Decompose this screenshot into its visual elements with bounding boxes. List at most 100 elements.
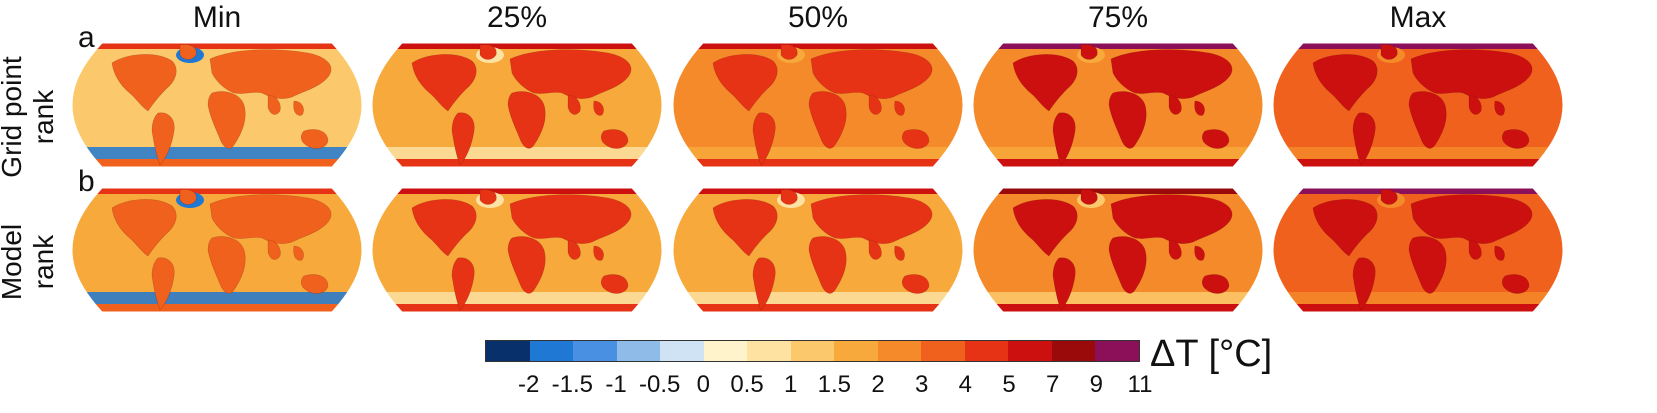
southern-ocean-band <box>673 292 963 304</box>
southern-ocean-band <box>72 147 362 159</box>
continent-shape <box>1012 199 1078 257</box>
colorbar-tick-label: 4 <box>958 371 973 398</box>
continent-shape <box>1352 257 1376 311</box>
continent-shape <box>479 44 497 60</box>
continent-shape <box>901 274 930 294</box>
continent-shape <box>507 91 546 149</box>
arctic-band <box>973 43 1263 49</box>
continent-shape <box>509 49 632 99</box>
antarctica-band <box>1273 159 1563 167</box>
colorbar-tick-label: 0.5 <box>730 371 764 398</box>
continent-shape <box>1012 54 1078 112</box>
continent-shape <box>507 236 546 294</box>
map-outline <box>72 187 362 313</box>
arctic-band <box>1273 188 1563 194</box>
continent-shape <box>1408 236 1447 294</box>
southern-ocean-band <box>372 147 662 159</box>
continent-shape <box>593 100 604 116</box>
colorbar-swatch <box>703 341 748 361</box>
colorbar-swatch <box>1095 341 1139 361</box>
continent-shape <box>1168 94 1182 115</box>
colorbar-tick-label: 7 <box>1045 371 1060 398</box>
continent-shape <box>479 189 497 205</box>
continent-shape <box>1380 44 1398 60</box>
antarctica-band <box>72 159 362 167</box>
row-label-b-line2: rank <box>28 234 59 290</box>
arctic-band <box>72 188 362 194</box>
continent-shape <box>810 49 933 99</box>
arctic-band <box>372 188 662 194</box>
map-outline <box>372 42 662 168</box>
map-b-50 <box>673 180 963 320</box>
continent-shape <box>267 94 281 115</box>
colorbar-tick-labels: -2 -1.5 -1 -0.5 0 0.5 1 1.5 2 3 4 5 7 9 11 <box>485 370 1152 402</box>
continent-shape <box>1410 194 1533 244</box>
southern-ocean-band <box>1273 147 1563 159</box>
colorbar-tick-label: 2 <box>871 371 885 398</box>
arctic-band <box>72 43 362 49</box>
continent-shape <box>207 91 246 149</box>
continent-shape <box>1501 129 1530 149</box>
continent-shape <box>1052 257 1076 311</box>
continent-shape <box>780 44 798 60</box>
map-outline <box>973 187 1263 313</box>
antarctica-band <box>973 304 1263 312</box>
row-label-a-line1: Grid point <box>0 56 27 178</box>
southern-ocean-band <box>1273 292 1563 304</box>
row-label-model-rank: Model rank <box>0 182 60 342</box>
antarctica-band <box>973 159 1263 167</box>
arctic-band <box>973 188 1263 194</box>
southern-ocean-band <box>973 147 1263 159</box>
colorbar-tick-label: -1.5 <box>551 371 594 398</box>
row-label-grid-point-rank: Grid point rank <box>0 37 60 197</box>
colorbar-swatch <box>529 341 574 361</box>
continent-shape <box>151 257 175 311</box>
continent-shape <box>1312 199 1378 257</box>
map-b-min <box>72 180 362 320</box>
continent-shape <box>808 236 847 294</box>
antarctica-band <box>372 159 662 167</box>
continent-shape <box>780 189 798 205</box>
continent-shape <box>1194 245 1205 261</box>
continent-shape <box>894 100 905 116</box>
continent-shape <box>712 199 778 257</box>
continent-shape <box>1108 236 1147 294</box>
colorbar-tick-label: -1 <box>605 371 627 398</box>
colorbar <box>485 340 1140 362</box>
map-a-max <box>1273 35 1563 175</box>
continent-shape <box>451 257 475 311</box>
continent-shape <box>411 199 477 257</box>
continent-shape <box>1110 194 1233 244</box>
colorbar-swatch <box>616 341 661 361</box>
continent-shape <box>894 245 905 261</box>
continent-shape <box>1468 94 1482 115</box>
column-title-min: Min <box>192 1 242 34</box>
row-letter-b: b <box>78 165 95 198</box>
continent-shape <box>1052 112 1076 166</box>
colorbar-tick-label: 1 <box>783 371 798 398</box>
continent-shape <box>111 199 177 257</box>
map-outline <box>72 42 362 168</box>
arctic-band <box>1273 43 1563 49</box>
colorbar-tick-label: -0.5 <box>638 371 681 398</box>
colorbar-swatch <box>834 341 878 361</box>
map-b-75 <box>973 180 1263 320</box>
continent-shape <box>1108 91 1147 149</box>
continent-shape <box>567 239 581 260</box>
antarctica-band <box>1273 304 1563 312</box>
colorbar-swatch <box>486 341 530 361</box>
map-outline <box>372 187 662 313</box>
continent-shape <box>808 91 847 149</box>
map-outline <box>1273 42 1563 168</box>
continent-shape <box>752 257 776 311</box>
row-letter-a: a <box>78 21 95 54</box>
continent-shape <box>1168 239 1182 260</box>
colorbar-tick-label: 3 <box>914 371 929 398</box>
map-outline <box>973 42 1263 168</box>
continent-shape <box>151 112 175 166</box>
colorbar-swatch <box>1008 341 1052 361</box>
continent-shape <box>1110 49 1233 99</box>
continent-shape <box>868 239 882 260</box>
continent-shape <box>179 189 197 205</box>
colorbar-label: ΔT [°C] <box>1150 333 1273 375</box>
